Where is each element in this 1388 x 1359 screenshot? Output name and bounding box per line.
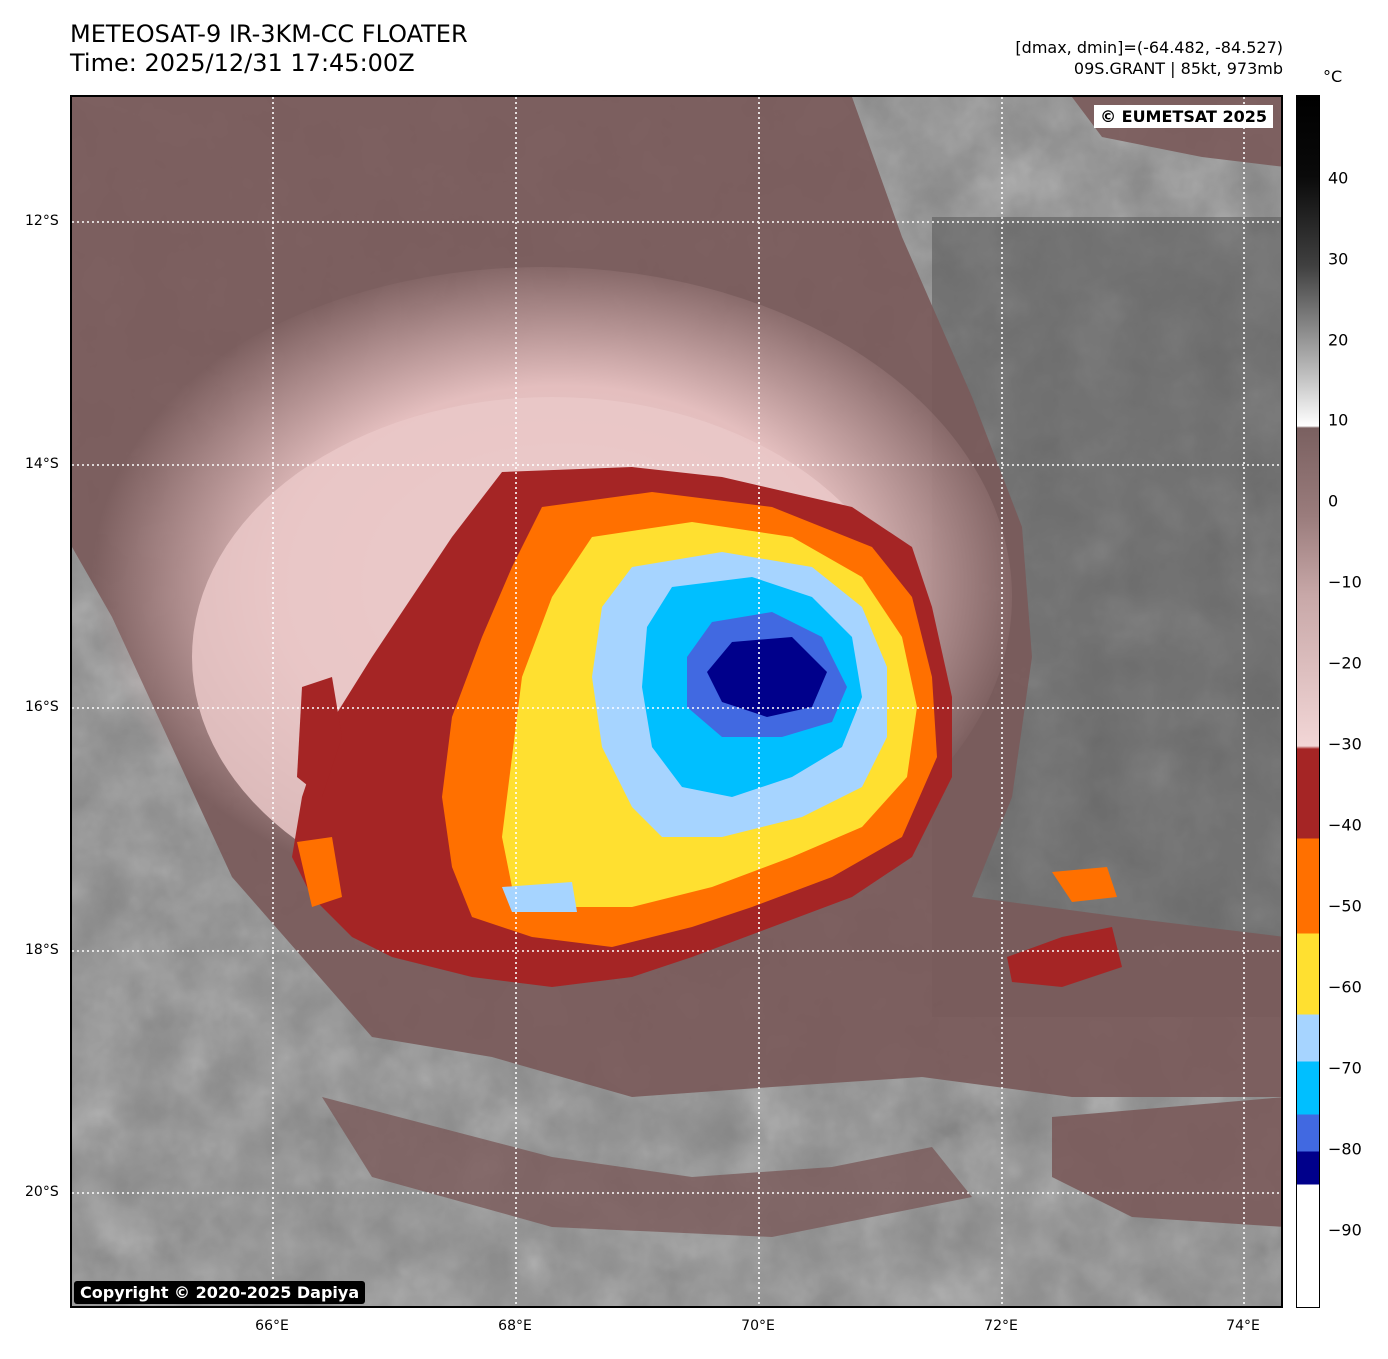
storm-info: 09S.GRANT | 85kt, 973mb [1073, 59, 1283, 78]
satellite-map: © EUMETSAT 2025 Copyright © 2020-2025 Da… [70, 95, 1283, 1308]
navy-core [707, 637, 827, 717]
title-line-2: Time: 2025/12/31 17:45:00Z [70, 49, 415, 77]
lat-tick-16: 16°S [25, 699, 59, 715]
ir-imagery [72, 97, 1281, 1306]
light-blue-spot [502, 882, 577, 912]
colorbar-label-m50: −50 [1328, 896, 1362, 916]
eumetsat-watermark: © EUMETSAT 2025 [1094, 105, 1273, 128]
lat-tick-20: 20°S [25, 1184, 59, 1200]
lat-tick-14: 14°S [25, 456, 59, 472]
colorbar-label-m60: −60 [1328, 977, 1362, 997]
colorbar-label-10: 10 [1328, 410, 1349, 430]
lon-tick-72: 72°E [984, 1318, 1018, 1334]
colorbar-label-m10: −10 [1328, 572, 1362, 592]
graticule [72, 97, 1281, 1306]
colorbar-unit: °C [1323, 67, 1343, 86]
colorbar-label-m40: −40 [1328, 815, 1362, 835]
colorbar-label-m30: −30 [1328, 734, 1362, 754]
colorbar-label-m20: −20 [1328, 653, 1362, 673]
colorbar-label-m80: −80 [1328, 1139, 1362, 1159]
brown-southeast [1052, 1097, 1281, 1227]
colorbar-label-30: 30 [1328, 249, 1349, 269]
lon-tick-74: 74°E [1226, 1318, 1260, 1334]
lon-tick-66: 66°E [255, 1318, 289, 1334]
chart-title: METEOSAT-9 IR-3KM-CC FLOATER Time: 2025/… [70, 20, 468, 78]
colorbar-label-40: 40 [1328, 168, 1349, 188]
title-line-1: METEOSAT-9 IR-3KM-CC FLOATER [70, 20, 468, 48]
colorbar-label-0: 0 [1328, 491, 1339, 511]
temperature-range: [dmax, dmin]=(-64.482, -84.527) [1015, 38, 1283, 57]
red-cell-east [1007, 927, 1122, 987]
lon-tick-70: 70°E [741, 1318, 775, 1334]
lat-tick-18: 18°S [25, 942, 59, 958]
lat-tick-12: 12°S [25, 213, 59, 229]
lon-tick-68: 68°E [498, 1318, 532, 1334]
brown-south [322, 1097, 972, 1237]
colorbar-label-m70: −70 [1328, 1058, 1362, 1078]
orange-cell-ne [1052, 867, 1117, 902]
orange-cell-sw [297, 837, 342, 907]
dapiya-watermark: Copyright © 2020-2025 Dapiya [74, 1281, 366, 1304]
colorbar-label-20: 20 [1328, 330, 1349, 350]
red-cell-west [297, 677, 342, 797]
storm-meta: [dmax, dmin]=(-64.482, -84.527) 09S.GRAN… [1015, 37, 1283, 79]
colorbar-label-m90: −90 [1328, 1220, 1362, 1240]
colorbar [1296, 95, 1320, 1308]
